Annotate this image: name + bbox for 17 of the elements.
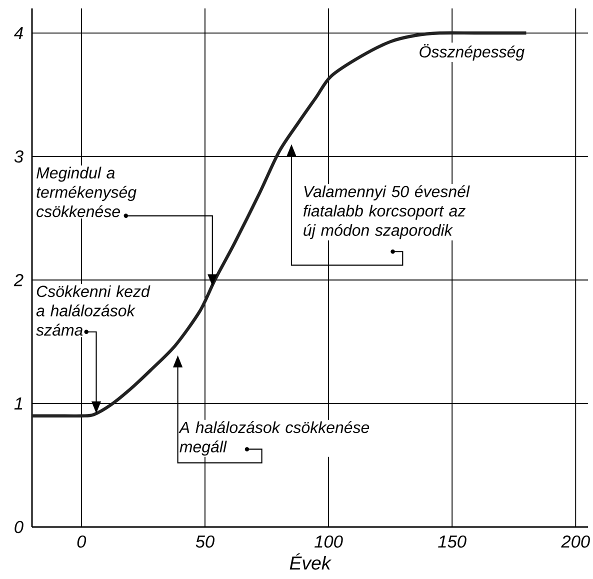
x-tick-label: 100	[314, 535, 343, 548]
x-tick-label: 0	[77, 535, 86, 548]
annotation: Valamennyi 50 évesnél fiatalabb korcsoport az új módon szaporodik	[304, 185, 470, 240]
annotation: Megindul a termékenység csökkenése	[36, 166, 136, 218]
x-axis-title: Évek	[290, 553, 332, 570]
annotation: Csökkenni kezd a halálozások száma	[36, 285, 150, 336]
y-tick-label: 2	[14, 274, 24, 286]
y-tick-label: 1	[14, 398, 22, 410]
y-tick-label: 4	[14, 27, 23, 39]
line-series	[30, 31, 528, 418]
series-label: Össznépesség	[420, 44, 524, 61]
x-tick-label: 150	[438, 535, 466, 548]
annotation: A halálozások csökkenése megáll	[178, 421, 370, 456]
x-tick-label: 50	[196, 535, 214, 548]
y-tick-label: 3	[14, 150, 24, 163]
y-tick-label: 0	[14, 520, 24, 534]
x-tick-label: 200	[561, 535, 590, 548]
